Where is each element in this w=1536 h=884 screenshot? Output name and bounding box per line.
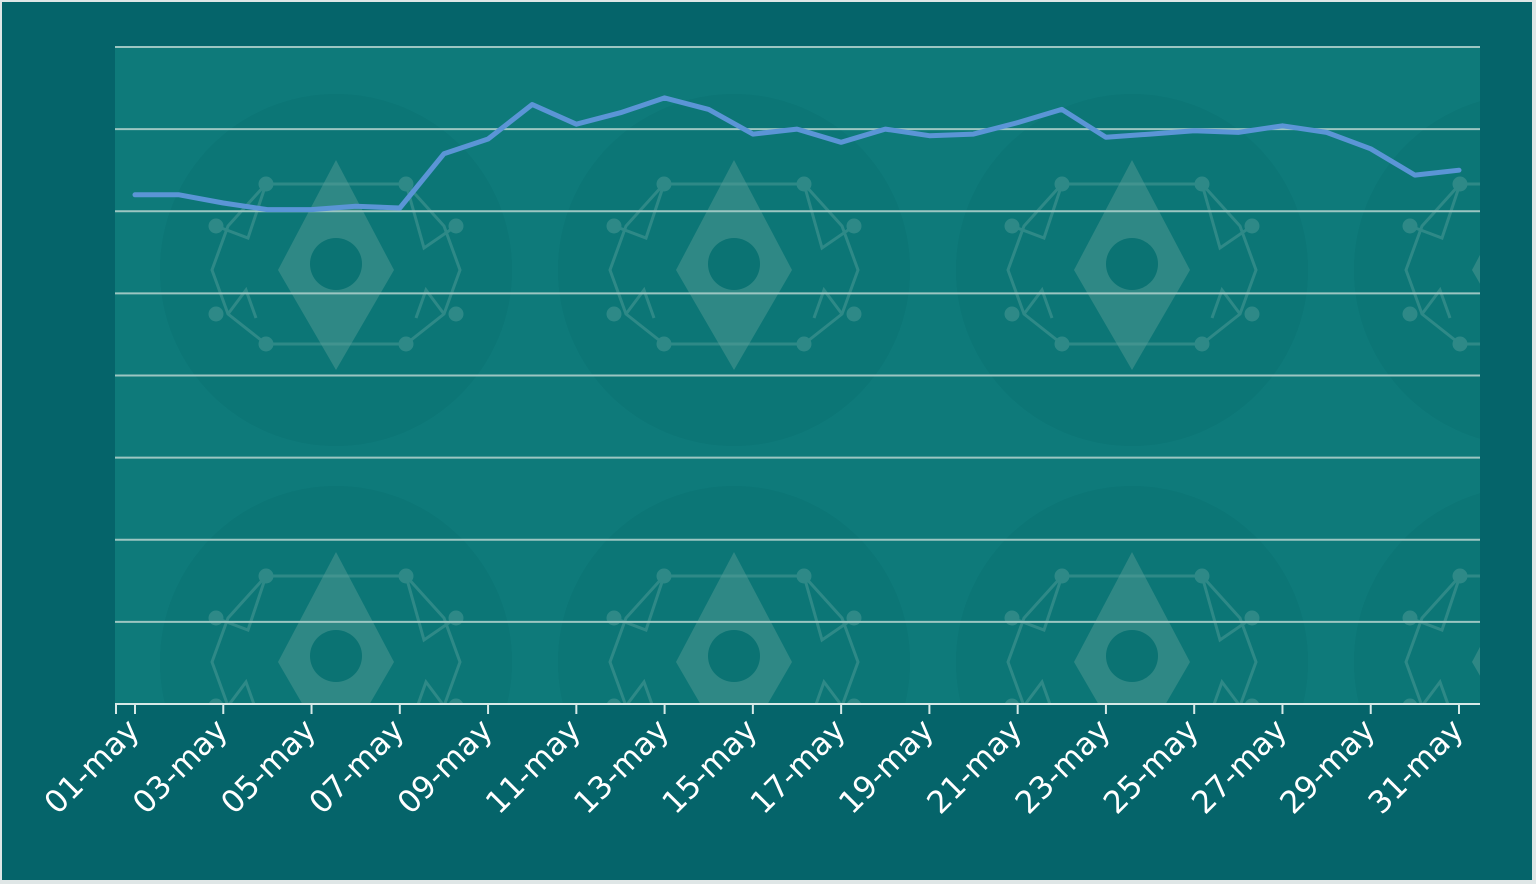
x-tick-label: 21-may — [920, 712, 1029, 821]
x-tick-label: 15-may — [655, 712, 764, 821]
x-tick-label: 11-may — [479, 712, 588, 821]
x-tick-label: 03-may — [126, 712, 235, 821]
x-tick-label: 27-may — [1185, 712, 1294, 821]
x-tick-label: 07-may — [302, 712, 411, 821]
x-tick-label: 29-may — [1273, 712, 1382, 821]
x-tick-label: 13-may — [567, 712, 676, 821]
series-line — [132, 95, 1462, 213]
eth-gear-icon — [954, 92, 1310, 448]
x-tick-labels: 01-may03-may05-may07-may09-may11-may13-m… — [38, 712, 1471, 821]
eth-gear-icon — [556, 92, 912, 448]
x-tick-label: 31-may — [1362, 712, 1471, 821]
series-layer — [132, 95, 1462, 213]
x-axis — [115, 703, 1480, 714]
x-tick-label: 01-may — [38, 712, 147, 821]
x-tick-label: 05-may — [214, 712, 323, 821]
x-tick-label: 09-may — [391, 712, 500, 821]
x-tick-label: 25-may — [1097, 712, 1206, 821]
x-tick-label: 17-may — [744, 712, 853, 821]
x-tick-label: 19-may — [832, 712, 941, 821]
x-tick-label: 23-may — [1009, 712, 1118, 821]
